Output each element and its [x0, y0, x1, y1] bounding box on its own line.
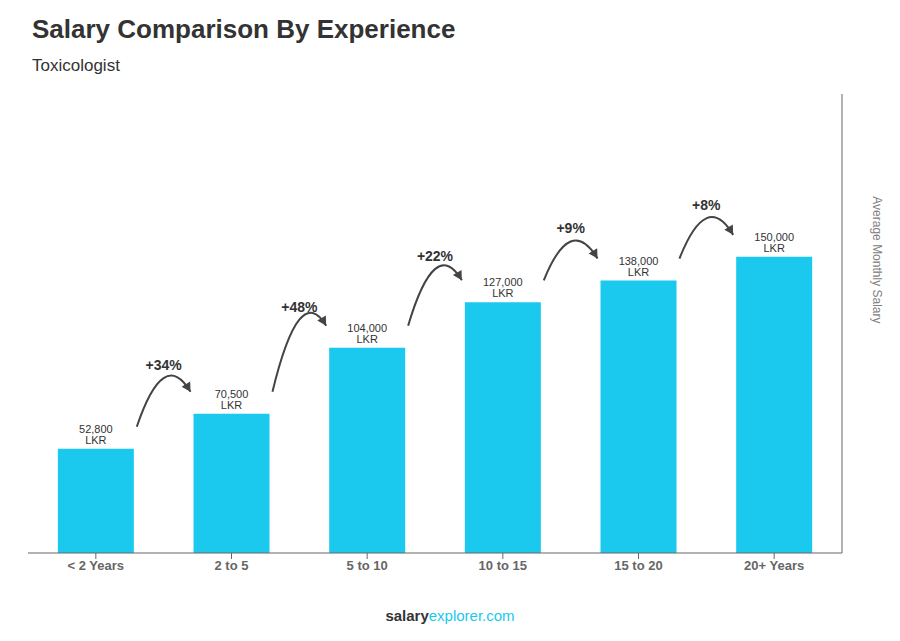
svg-text:15 to 20: 15 to 20: [614, 558, 662, 573]
svg-text:10 to 15: 10 to 15: [479, 558, 527, 573]
html-text:Toxicologist: Toxicologist: [32, 56, 120, 75]
svg-text:138,000LKR: 138,000LKR: [619, 255, 659, 278]
svg-text:< 2 Years: < 2 Years: [68, 558, 125, 573]
svg-text:104,000LKR: 104,000LKR: [347, 322, 387, 345]
svg-text:+22%: +22%: [417, 248, 454, 264]
svg-text:150,000LKR: 150,000LKR: [754, 231, 794, 254]
svg-text:5 to 10: 5 to 10: [347, 558, 388, 573]
svg-text:70,500LKR: 70,500LKR: [215, 388, 249, 411]
svg-text:+8%: +8%: [692, 197, 721, 213]
svg-text:+34%: +34%: [146, 357, 183, 373]
html-text:Salary Comparison By Experienc: Salary Comparison By Experience: [32, 14, 456, 44]
svg-text:+48%: +48%: [281, 299, 318, 315]
svg-text:+9%: +9%: [556, 220, 585, 236]
svg-text:20+ Years: 20+ Years: [744, 558, 804, 573]
svg-text:52,800LKR: 52,800LKR: [79, 423, 113, 446]
html-text:salary explorer.com: salary explorer.com: [385, 607, 515, 624]
svg-text:2 to 5: 2 to 5: [215, 558, 249, 573]
svg-text:127,000LKR: 127,000LKR: [483, 276, 523, 299]
svg-text:Average Monthly Salary: Average Monthly Salary: [870, 196, 884, 323]
